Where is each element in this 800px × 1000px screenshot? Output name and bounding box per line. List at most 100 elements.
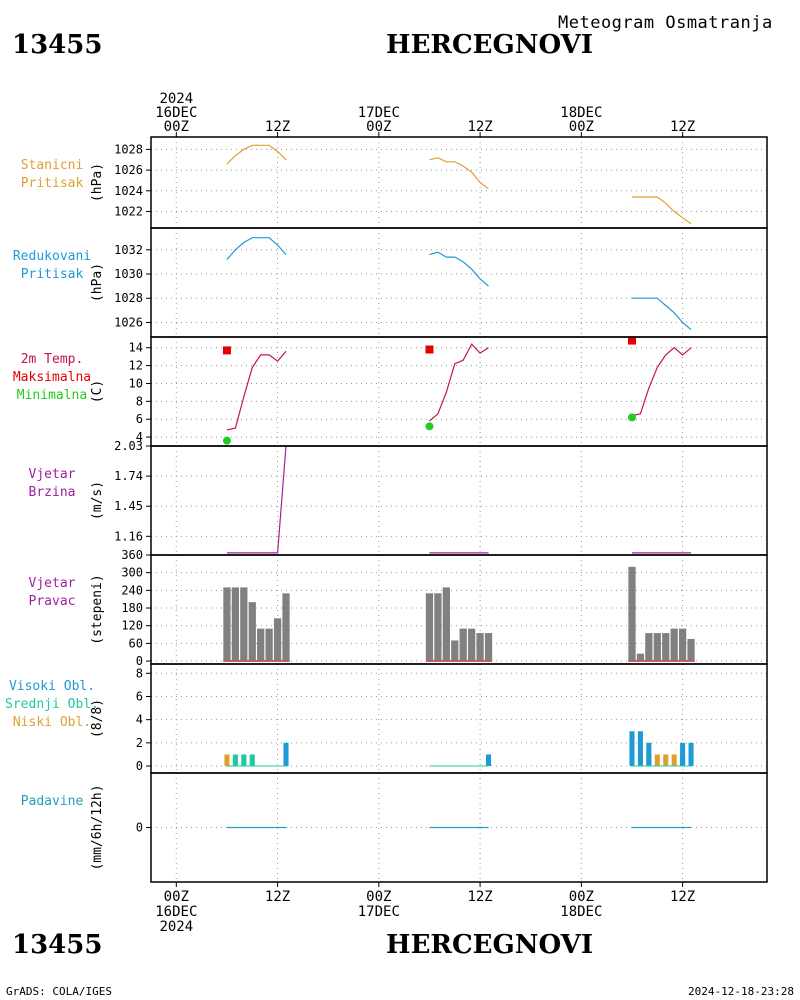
stanicni-side-label: Stanicni — [21, 158, 84, 173]
temp-ytick-label: 4 — [136, 430, 143, 444]
clouds-ylabel: (8/8) — [90, 699, 105, 738]
panel-frame — [150, 136, 768, 229]
wind-dir-bar — [248, 602, 256, 662]
wind-dir-bar — [468, 628, 476, 662]
redukovani-series-line — [429, 251, 489, 287]
top-time-label: 18DEC — [560, 105, 602, 121]
footer-credit: GrADS: COLA/IGES — [6, 985, 112, 998]
temp-side-label: Maksimalna — [13, 370, 91, 385]
wind_dir-side-label: Pravac — [29, 594, 76, 609]
temp-series-line — [226, 350, 287, 431]
wind_dir-ytick-label: 240 — [121, 583, 143, 597]
clouds-ytick-label: 6 — [136, 689, 143, 703]
wind_dir-ytick-label: 300 — [121, 566, 143, 580]
top-time-label: 12Z — [265, 119, 290, 135]
wind_dir-ylabel: (stepeni) — [90, 574, 105, 644]
wind-dir-bar — [273, 618, 282, 662]
clouds-ytick-label: 0 — [136, 759, 143, 773]
cloud-bar — [629, 731, 635, 767]
bottom-time-label: 00Z — [569, 889, 594, 905]
panel-frame — [150, 227, 768, 338]
cloud-bar — [637, 731, 643, 767]
temp-min-marker — [627, 413, 636, 422]
cloud-bar — [688, 742, 694, 767]
clouds-side-label: Visoki Obl. — [9, 679, 95, 694]
temp-min-marker — [425, 422, 434, 431]
wind-dir-bar — [459, 628, 467, 662]
wind_dir-ytick-label: 60 — [129, 636, 143, 650]
top-time-label: 00Z — [164, 119, 189, 135]
temp-series-line — [429, 343, 489, 422]
wind-dir-bar — [636, 653, 645, 662]
footer-station-id: 13455 — [12, 930, 103, 960]
stanicni-series-line — [429, 157, 489, 190]
bottom-time-label: 12Z — [265, 889, 290, 905]
wind_dir-ytick-label: 0 — [136, 654, 143, 668]
bottom-time-label: 16DEC — [155, 904, 197, 920]
precip-ylabel: (mm/6h/12h) — [90, 784, 105, 870]
wind_speed-ylabel: (m/s) — [90, 481, 105, 520]
wind-dir-bar — [425, 593, 434, 662]
redukovani-series-line — [226, 237, 287, 260]
wind-dir-bar — [670, 628, 678, 662]
temp-side-label: Minimalna — [17, 388, 87, 403]
top-time-label: 2024 — [159, 91, 193, 107]
wind-dir-bar — [257, 628, 265, 662]
clouds-ytick-label: 8 — [136, 666, 143, 680]
redukovani-ytick-label: 1028 — [114, 291, 143, 305]
cloud-bar — [283, 742, 289, 767]
wind_speed-series-line — [226, 445, 287, 554]
wind_speed-ytick-label: 2.03 — [114, 439, 143, 453]
bottom-time-label: 18DEC — [560, 904, 602, 920]
wind_speed-side-label: Brzina — [29, 485, 76, 500]
temp-ytick-label: 12 — [129, 359, 143, 373]
wind_dir-ytick-label: 180 — [121, 601, 143, 615]
top-time-label: 16DEC — [155, 105, 197, 121]
cloud-bar — [680, 742, 686, 767]
bottom-time-label: 12Z — [670, 889, 695, 905]
wind-dir-bar — [434, 593, 442, 662]
redukovani-ytick-label: 1026 — [114, 315, 143, 329]
temp-ytick-label: 14 — [129, 341, 143, 355]
footer-timestamp: 2024-12-18-23:28 — [688, 985, 794, 998]
cloud-bar — [241, 754, 247, 767]
precip-side-label: Padavine — [21, 794, 84, 809]
stanicni-ytick-label: 1026 — [114, 163, 143, 177]
wind_speed-side-label: Vjetar — [29, 467, 76, 482]
cloud-bar — [671, 754, 677, 767]
temp-ytick-label: 6 — [136, 412, 143, 426]
bottom-time-label: 2024 — [159, 919, 193, 935]
header-station-id: 13455 — [12, 30, 103, 60]
stanicni-ytick-label: 1028 — [114, 142, 143, 156]
precip-ytick-label: 0 — [136, 821, 143, 835]
stanicni-ytick-label: 1024 — [114, 184, 143, 198]
temp-max-marker — [627, 336, 636, 345]
top-time-label: 17DEC — [358, 105, 400, 121]
wind-dir-bar — [628, 566, 636, 662]
wind-dir-bar — [678, 628, 687, 662]
temp-min-marker — [222, 436, 231, 445]
wind-dir-bar — [223, 587, 231, 662]
bottom-time-label: 00Z — [366, 889, 391, 905]
stanicni-side-label: Pritisak — [21, 176, 84, 191]
cloud-bar — [654, 754, 660, 767]
top-time-label: 00Z — [569, 119, 594, 135]
temp-max-marker — [222, 346, 231, 355]
wind_dir-ytick-label: 120 — [121, 619, 143, 633]
temp-ytick-label: 10 — [129, 376, 143, 390]
stanicni-ylabel: (hPa) — [90, 163, 105, 202]
redukovani-ylabel: (hPa) — [90, 263, 105, 302]
wind_dir-ytick-label: 360 — [121, 548, 143, 562]
clouds-side-label: Srednji Obl. — [5, 697, 99, 712]
meteogram-label: Meteogram Osmatranja — [558, 13, 773, 33]
wind_speed-ytick-label: 1.16 — [114, 529, 143, 543]
wind-dir-bar — [687, 638, 695, 662]
wind-dir-bar — [442, 587, 450, 662]
bottom-time-label: 12Z — [467, 889, 492, 905]
clouds-ytick-label: 4 — [136, 713, 143, 727]
panel-frame — [150, 772, 768, 883]
temp-series-line — [631, 346, 692, 417]
wind-dir-bar — [265, 628, 273, 662]
cloud-bar — [249, 754, 255, 767]
